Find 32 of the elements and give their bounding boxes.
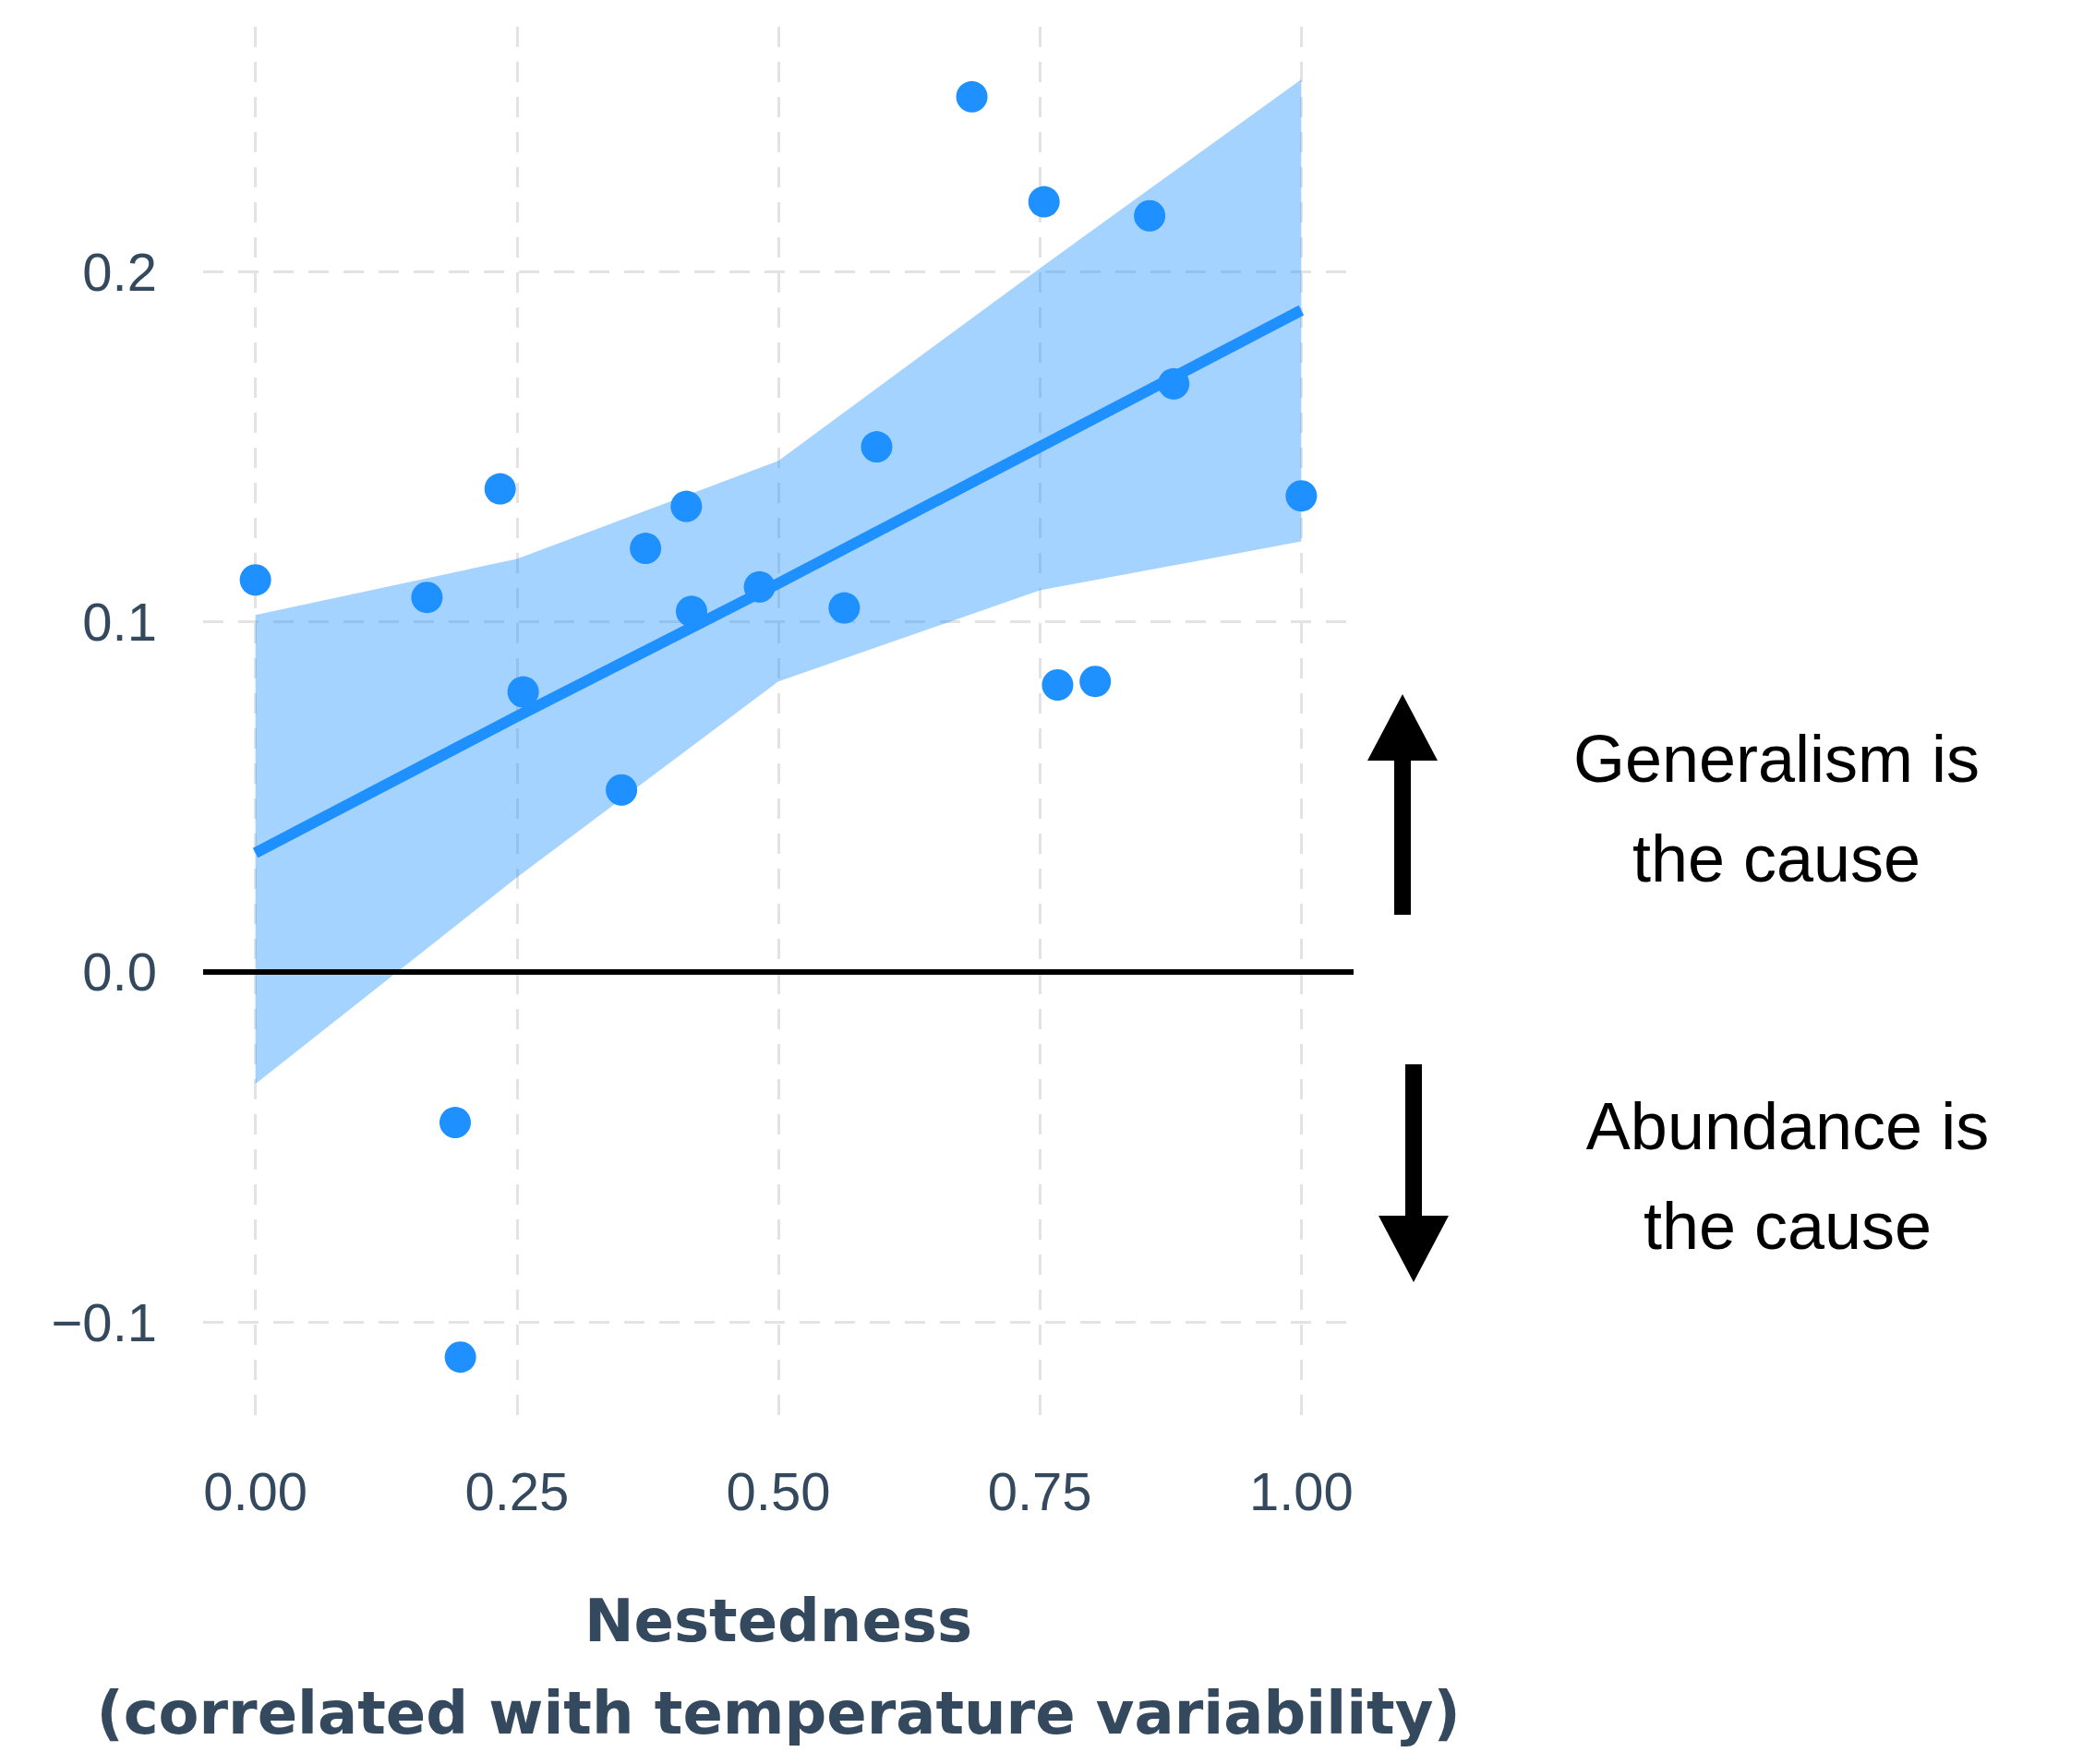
point <box>239 564 271 596</box>
text: Abundance is the cause <box>1584 1088 1991 1265</box>
point <box>1028 186 1060 218</box>
point <box>1134 199 1166 232</box>
point <box>676 595 707 628</box>
y-tick-label: −0.1 <box>51 1291 157 1352</box>
point <box>444 1341 476 1374</box>
point <box>1041 669 1074 701</box>
point <box>1158 367 1190 400</box>
x-tick-label: 1.00 <box>1248 1460 1354 1521</box>
point <box>484 473 516 505</box>
x-axis-title: Nestedness (correlated with temperature variability) <box>96 1587 1461 1747</box>
point <box>606 774 638 806</box>
point <box>439 1107 471 1139</box>
x-tick-label: 0.25 <box>464 1460 570 1521</box>
point <box>828 592 861 624</box>
x-tick-label: 0.75 <box>987 1460 1092 1521</box>
point <box>743 570 776 603</box>
y-tick-label: 0.1 <box>82 592 157 653</box>
y-tick-label: 0.0 <box>82 942 157 1002</box>
point <box>1285 480 1318 512</box>
y-tick-label: 0.2 <box>82 241 157 302</box>
x-tick-label: 0.00 <box>203 1460 308 1521</box>
point <box>1079 666 1112 698</box>
point <box>670 490 703 522</box>
text: Generalism is the cause <box>1571 721 1981 897</box>
point <box>630 533 662 565</box>
point <box>956 80 988 113</box>
x-tick-label: 0.50 <box>726 1460 831 1521</box>
point <box>507 676 539 708</box>
point <box>861 431 893 463</box>
point <box>411 582 443 614</box>
